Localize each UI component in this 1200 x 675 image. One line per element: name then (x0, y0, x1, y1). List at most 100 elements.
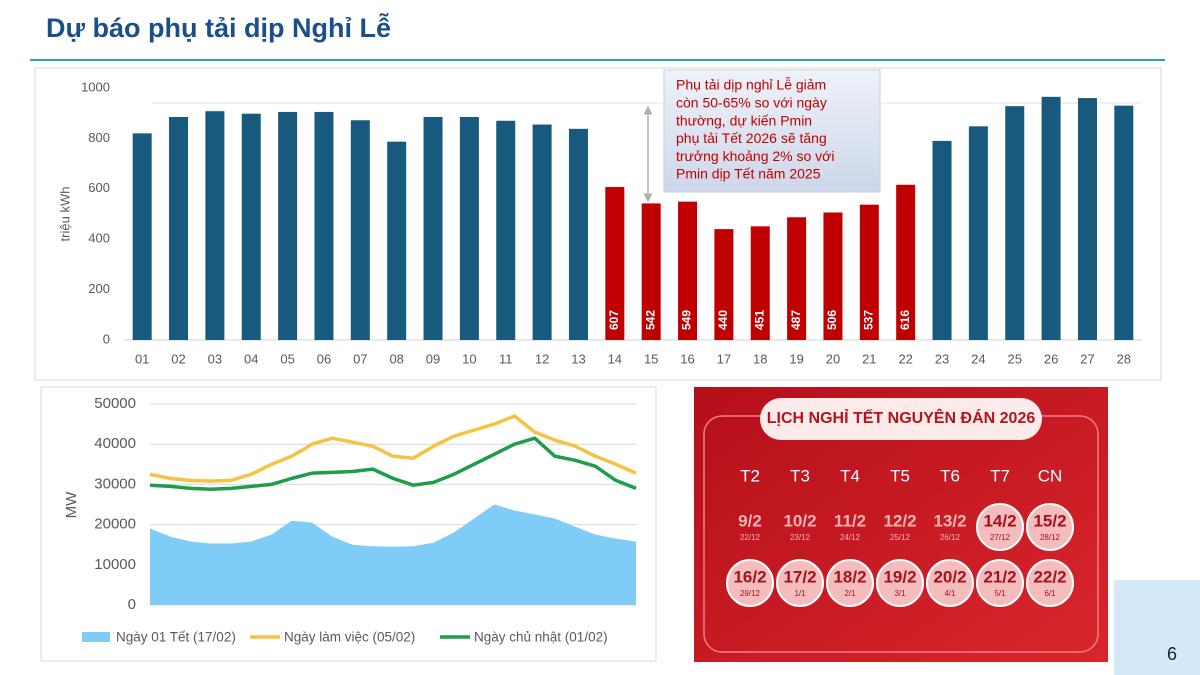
x-tick-label: 04 (244, 351, 258, 366)
data-label: 607 (607, 310, 621, 330)
bar (496, 120, 516, 340)
data-label: 440 (716, 310, 730, 330)
x-tick-label: 19 (789, 351, 803, 366)
bar (750, 226, 770, 340)
y-tick-label: 1000 (81, 79, 110, 94)
legend-swatch (82, 632, 110, 642)
holiday-circle (976, 559, 1024, 607)
bar (459, 116, 479, 340)
y-tick-label: 200 (88, 281, 110, 296)
bar (641, 203, 661, 340)
weekday: T5 (890, 466, 910, 485)
lunar-date: 4/1 (944, 589, 956, 598)
page-number-box (1114, 580, 1200, 675)
y-axis-title: MW (63, 491, 80, 518)
lunar-date: 26/12 (940, 533, 961, 542)
x-tick-label: 06 (317, 351, 331, 366)
x-tick-label: 16 (680, 351, 694, 366)
data-label: 549 (680, 310, 694, 330)
x-tick-label: 20 (826, 351, 840, 366)
bar (1005, 106, 1025, 340)
lunar-date: 23/12 (790, 533, 811, 542)
weekday: T4 (840, 466, 860, 485)
date: 12/2 (883, 511, 916, 530)
bar (314, 111, 334, 340)
lunar-date: 25/12 (890, 533, 911, 542)
holiday-circle (876, 559, 924, 607)
y-tick-label: 50000 (94, 395, 136, 412)
lunar-date: 24/12 (840, 533, 861, 542)
lunar-date: 29/12 (740, 589, 761, 598)
bar (932, 140, 952, 340)
x-tick-label: 22 (898, 351, 912, 366)
date: 21/2 (983, 567, 1016, 586)
y-tick-label: 40000 (94, 435, 136, 452)
bar (278, 111, 298, 340)
lunar-date: 28/12 (1040, 533, 1061, 542)
weekday: CN (1038, 466, 1063, 485)
page-number: 6 (1167, 644, 1177, 664)
date: 9/2 (738, 511, 762, 530)
bar (859, 204, 879, 340)
x-tick-label: 28 (1117, 351, 1131, 366)
date: 10/2 (783, 511, 816, 530)
line (149, 436, 637, 491)
bar (1077, 98, 1097, 340)
date: 20/2 (933, 567, 966, 586)
data-label: 451 (752, 310, 766, 330)
x-tick-label: 18 (753, 351, 767, 366)
legend-label: Ngày làm việc (05/02) (284, 630, 415, 645)
y-tick-label: 400 (88, 231, 110, 246)
lunar-date: 1/1 (794, 589, 806, 598)
x-tick-label: 01 (135, 351, 149, 366)
holiday-circle (1026, 559, 1074, 607)
annotation-line: thường, dự kiến Pmin (676, 112, 812, 128)
weekday: T3 (790, 466, 810, 485)
x-tick-label: 08 (389, 351, 403, 366)
bar (1114, 105, 1134, 340)
x-tick-label: 11 (499, 351, 513, 366)
bar (205, 111, 225, 341)
bar (241, 113, 261, 340)
holiday-circle (1026, 503, 1074, 551)
calendar-title-pill (760, 398, 1042, 440)
legend-label: Ngày 01 Tết (17/02) (116, 630, 236, 645)
bar (678, 201, 698, 340)
x-tick-label: 05 (280, 351, 294, 366)
annotation-line: phụ tải Tết 2026 sẽ tăng (676, 130, 827, 146)
bar (423, 116, 443, 340)
bar (605, 187, 625, 340)
annotation-line: Pmin dịp Tết năm 2025 (676, 166, 821, 182)
annotation-line: Phụ tải dịp nghỉ Lễ giảm (676, 77, 826, 93)
bar (350, 120, 370, 340)
weekday: T2 (740, 466, 760, 485)
data-label: 616 (898, 310, 912, 330)
lunar-date: 6/1 (1044, 589, 1056, 598)
area (150, 504, 636, 605)
holiday-circle (726, 559, 774, 607)
data-label: 506 (825, 310, 839, 330)
calendar-title: LỊCH NGHỈ TẾT NGUYÊN ĐÁN 2026 (767, 408, 1036, 427)
x-tick-label: 26 (1044, 351, 1058, 366)
x-tick-label: 10 (462, 351, 476, 366)
y-tick-label: 800 (88, 130, 110, 145)
date: 11/2 (834, 511, 866, 530)
slide-title: Dự báo phụ tải dịp Nghỉ Lễ (46, 12, 391, 43)
y-axis-title: triệu kWh (57, 187, 72, 242)
x-tick-label: 03 (208, 351, 222, 366)
x-tick-label: 14 (608, 351, 622, 366)
legend-label: Ngày chủ nhật (01/02) (474, 630, 608, 645)
date: 19/2 (883, 567, 916, 586)
bar (787, 217, 807, 340)
bar (823, 212, 843, 340)
data-label: 537 (861, 310, 875, 330)
bar-chart-frame (34, 67, 1162, 381)
bar (1041, 96, 1061, 340)
x-tick-label: 07 (353, 351, 367, 366)
x-tick-label: 02 (171, 351, 185, 366)
weekday: T7 (990, 466, 1010, 485)
bar (968, 126, 988, 340)
date: 22/2 (1033, 567, 1066, 586)
weekday: T6 (940, 466, 960, 485)
y-tick-label: 0 (128, 596, 136, 613)
